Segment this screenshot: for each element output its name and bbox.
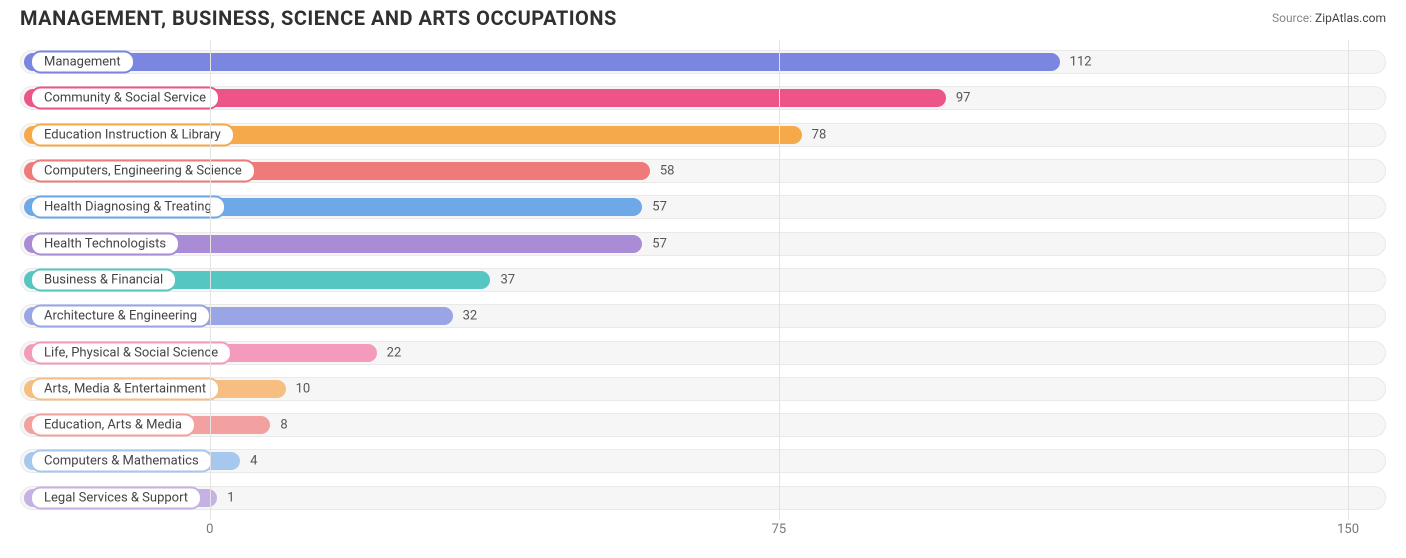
- plot-area: Management 112 Community & Social Service 9…: [20, 40, 1386, 520]
- bar-row: Education Instruction & Library 78: [20, 121, 1386, 149]
- bar-value-label: 4: [250, 454, 257, 469]
- bar-row: Education, Arts & Media 8: [20, 411, 1386, 439]
- bar-value-label: 8: [280, 418, 287, 433]
- bar-label-pill: Business & Financial: [30, 268, 177, 291]
- bar-row: Business & Financial 37: [20, 266, 1386, 294]
- bar-rows: Management 112 Community & Social Service 9…: [20, 40, 1386, 520]
- bar-value-label: 1: [227, 490, 234, 505]
- bar-value-label: 37: [501, 272, 516, 287]
- x-axis: 0 75 150: [20, 522, 1386, 540]
- x-tick-label: 75: [772, 522, 787, 537]
- bar-label-pill: Legal Services & Support: [30, 486, 202, 509]
- bar-label-pill: Life, Physical & Social Science: [30, 341, 232, 364]
- bar-label-pill: Computers & Mathematics: [30, 450, 213, 473]
- source-label: Source:: [1272, 11, 1312, 25]
- x-tick-label: 150: [1337, 522, 1359, 537]
- chart-area: Management 112 Community & Social Service 9…: [12, 40, 1394, 540]
- bar-row: Health Diagnosing & Treating 57: [20, 193, 1386, 221]
- bar-label-pill: Health Diagnosing & Treating: [30, 196, 226, 219]
- bar-value-label: 22: [387, 345, 402, 360]
- bar-label-pill: Architecture & Engineering: [30, 305, 211, 328]
- bar-label-pill: Management: [30, 51, 135, 74]
- bar-row: Community & Social Service 97: [20, 84, 1386, 112]
- bar-row: Health Technologists 57: [20, 230, 1386, 258]
- bar-row: Life, Physical & Social Science 22: [20, 339, 1386, 367]
- bar-row: Legal Services & Support 1: [20, 484, 1386, 512]
- gridline: [1348, 40, 1349, 520]
- bar-row: Computers & Mathematics 4: [20, 447, 1386, 475]
- bar-value-label: 58: [660, 164, 675, 179]
- bar-label-pill: Education Instruction & Library: [30, 123, 235, 146]
- gridline: [210, 40, 211, 520]
- bar-value-label: 78: [812, 127, 827, 142]
- bar-label-pill: Community & Social Service: [30, 87, 220, 110]
- bar-row: Architecture & Engineering 32: [20, 302, 1386, 330]
- chart-header: MANAGEMENT, BUSINESS, SCIENCE AND ARTS O…: [0, 0, 1406, 32]
- bar-row: Arts, Media & Entertainment 10: [20, 375, 1386, 403]
- chart-source: Source: ZipAtlas.com: [1272, 11, 1386, 25]
- gridline: [779, 40, 780, 520]
- bar-label-pill: Education, Arts & Media: [30, 414, 196, 437]
- bar-row: Management 112: [20, 48, 1386, 76]
- bar-label-pill: Computers, Engineering & Science: [30, 160, 256, 183]
- bar-track: [20, 486, 1386, 510]
- bar-value-label: 57: [652, 236, 667, 251]
- bar-value-label: 32: [463, 309, 478, 324]
- bar-value-label: 112: [1070, 55, 1092, 70]
- bar-label-pill: Arts, Media & Entertainment: [30, 377, 220, 400]
- bar-label-pill: Health Technologists: [30, 232, 180, 255]
- x-tick-label: 0: [206, 522, 213, 537]
- bar-value-label: 10: [296, 381, 311, 396]
- bar-row: Computers, Engineering & Science 58: [20, 157, 1386, 185]
- bar-fill: [24, 53, 1060, 71]
- chart-title: MANAGEMENT, BUSINESS, SCIENCE AND ARTS O…: [20, 6, 617, 30]
- bar-value-label: 57: [652, 200, 667, 215]
- bar-value-label: 97: [956, 91, 971, 106]
- source-value: ZipAtlas.com: [1315, 11, 1386, 25]
